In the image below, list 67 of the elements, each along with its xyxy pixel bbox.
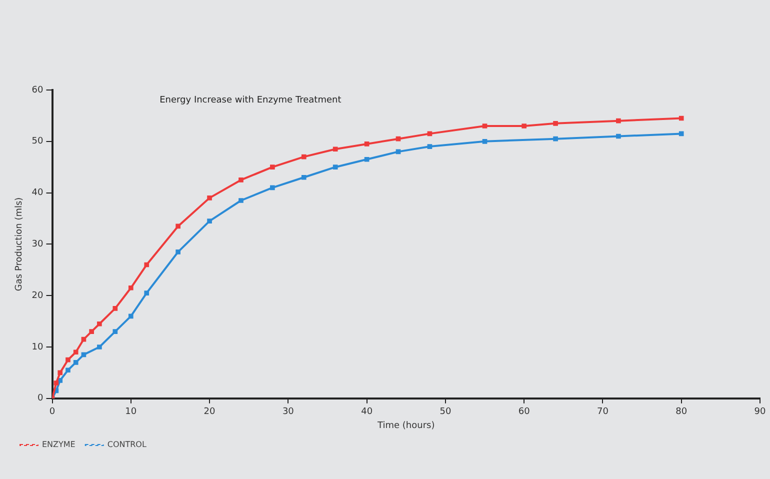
point [553, 136, 558, 142]
point [427, 131, 432, 136]
x-tick-label: 30 [282, 407, 294, 418]
point [301, 154, 306, 160]
x-tick-label: 20 [204, 407, 216, 418]
point [332, 146, 338, 152]
x-tick-label: 70 [596, 407, 609, 418]
point [97, 321, 102, 326]
y-tick-label: 0 [38, 394, 44, 404]
point [81, 352, 86, 358]
point [66, 368, 70, 373]
point [144, 290, 150, 296]
point [238, 198, 244, 203]
point [396, 149, 401, 154]
point [364, 142, 370, 146]
x-tick-label: 40 [361, 407, 373, 418]
point [482, 138, 488, 144]
x-tick-label: 50 [440, 407, 452, 418]
point [270, 185, 275, 190]
x-tick-label: 10 [125, 407, 137, 418]
point [54, 380, 59, 386]
point [522, 124, 526, 128]
y-tick-label: 60 [32, 85, 44, 96]
point [396, 136, 401, 142]
point [207, 196, 212, 200]
text: Energy Increase with Enzyme Treatment [160, 95, 342, 106]
point [112, 329, 118, 334]
point [97, 344, 102, 350]
point [270, 164, 275, 170]
point [128, 285, 134, 290]
point [678, 131, 684, 136]
point [238, 178, 244, 182]
point [482, 124, 488, 128]
point [427, 144, 432, 149]
point [73, 350, 78, 355]
legend-label: CONTROL [107, 440, 147, 450]
point [89, 329, 94, 334]
point [176, 224, 180, 229]
point [678, 116, 684, 121]
x-tick-label: 60 [518, 407, 530, 418]
point [73, 360, 78, 365]
x-tick-label: 0 [49, 407, 56, 418]
point [128, 314, 134, 319]
point [58, 378, 63, 383]
point [144, 262, 150, 268]
point [81, 336, 86, 342]
point [553, 120, 558, 126]
y-tick-label: 40 [32, 188, 44, 198]
legend-label: ENZYME [42, 440, 76, 450]
x-tick-label: 80 [676, 407, 688, 418]
point [616, 118, 621, 124]
y-tick-label: 50 [32, 136, 44, 147]
point [301, 174, 306, 180]
point [207, 218, 212, 224]
point [332, 164, 338, 170]
y-tick-label: 10 [32, 342, 44, 352]
point [616, 134, 621, 139]
point [66, 357, 70, 362]
x-tick-label: 90 [754, 407, 766, 418]
y-tick-label: 30 [32, 240, 44, 250]
y-tick-label: 20 [32, 290, 44, 301]
y-axis-title: Gas Production (mls) [14, 197, 25, 292]
point [112, 306, 118, 311]
point [58, 370, 63, 376]
point [176, 249, 180, 254]
x-axis-title: Time (hours) [376, 420, 435, 431]
point [364, 156, 370, 162]
